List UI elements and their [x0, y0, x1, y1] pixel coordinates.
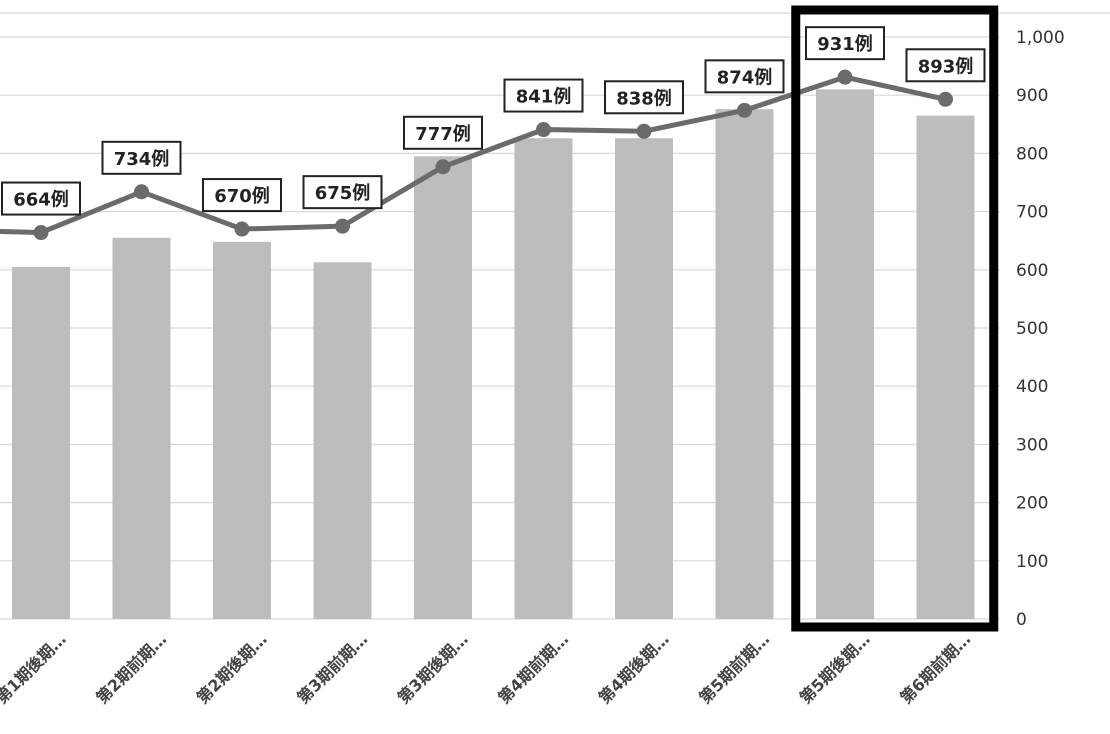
x-tick-label: 第5期後期…	[796, 629, 874, 707]
bar	[715, 109, 774, 619]
highlight-layer	[791, 5, 999, 632]
data-label: 664例	[1, 181, 81, 216]
line-point	[737, 102, 752, 118]
y-tick-label: 100	[1016, 552, 1048, 572]
x-tick-label: 第4期後期…	[595, 629, 673, 707]
y-tick-label: 400	[1016, 377, 1048, 397]
line-point	[33, 225, 49, 241]
data-label-text: 734例	[114, 148, 170, 170]
data-label-text: 841例	[516, 86, 572, 108]
bar	[916, 115, 975, 619]
bar	[414, 156, 472, 619]
data-label-text: 874例	[717, 66, 773, 88]
data-label-text: 838例	[616, 87, 672, 109]
bar	[514, 138, 573, 619]
data-label: 893例	[905, 48, 986, 83]
data-label-box	[604, 80, 684, 115]
bar	[615, 138, 673, 619]
data-label-box	[1, 181, 81, 216]
y-tick-label: 300	[1016, 435, 1048, 455]
data-label-box	[704, 59, 785, 94]
y-tick-label: 200	[1016, 494, 1048, 514]
data-label: 777例	[403, 115, 483, 150]
y-tick-label: 700	[1016, 203, 1048, 223]
data-label: 838例	[604, 80, 684, 115]
line-point	[938, 91, 953, 107]
bar	[112, 237, 171, 620]
x-tick-label: 第3期前期…	[293, 629, 371, 707]
line-point	[435, 159, 451, 175]
data-label: 670例	[202, 178, 282, 213]
data-label-box	[101, 140, 182, 175]
data-label: 734例	[101, 140, 182, 175]
line-point	[134, 184, 149, 200]
data-label-box	[503, 78, 584, 113]
data-label-text: 664例	[13, 189, 69, 211]
data-label: 931例	[805, 26, 885, 61]
data-label-box	[302, 175, 383, 210]
highlight-frame	[791, 5, 999, 632]
y-tick-label: 800	[1016, 144, 1048, 164]
line-point	[837, 69, 853, 85]
y-tick-label: 900	[1016, 86, 1048, 106]
y-tick-label: 0	[1016, 610, 1027, 630]
data-label: 841例	[503, 78, 584, 113]
data-label-text: 893例	[918, 55, 974, 77]
line-point	[636, 123, 652, 139]
data-label-text: 931例	[817, 33, 873, 55]
x-tick-label: 第3期後期…	[394, 629, 472, 707]
y-tick-label: 500	[1016, 319, 1048, 339]
data-label-text: 675例	[315, 182, 371, 204]
data-label-text: 670例	[214, 185, 270, 207]
line-point	[536, 122, 551, 138]
data-label-box	[805, 26, 885, 61]
data-label-text: 777例	[415, 123, 471, 145]
bar	[816, 89, 874, 619]
x-tick-label: 第2期後期…	[193, 629, 271, 707]
bar-layer	[12, 89, 975, 620]
bar	[12, 266, 70, 619]
x-tick-label: 第5期前期…	[695, 629, 773, 707]
label-layer: 664例 734例 670例 675例 777例 841例 838例 874例 931例 893例	[1, 26, 986, 216]
y-tick-label: 1,000	[1016, 28, 1065, 48]
data-label-box	[202, 178, 282, 213]
bar	[213, 241, 271, 619]
y-axis: 1,000 900 800 700 600 500 400 300 200 100 0	[1016, 28, 1065, 630]
data-label: 675例	[302, 175, 383, 210]
data-label-box	[905, 48, 986, 83]
x-axis: 第1期後期… 第2期前期… 第2期後期… 第3期前期… 第3期後期… 第4期前期… 第4期後…	[0, 629, 974, 707]
line-point	[335, 218, 350, 234]
x-tick-label: 第6期前期…	[896, 629, 974, 707]
x-tick-label: 第4期前期…	[494, 629, 572, 707]
x-tick-label: 第1期後期…	[0, 629, 70, 707]
line-point	[234, 221, 250, 237]
bar	[313, 262, 372, 619]
y-tick-label: 600	[1016, 261, 1048, 281]
data-label-box	[403, 115, 483, 150]
x-tick-label: 第2期前期…	[92, 629, 170, 707]
data-label: 874例	[704, 59, 785, 94]
